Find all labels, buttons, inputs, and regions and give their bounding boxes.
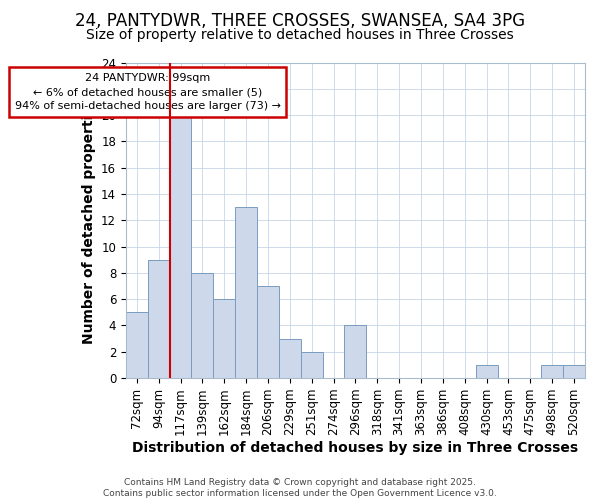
Bar	[563, 365, 585, 378]
Text: Contains HM Land Registry data © Crown copyright and database right 2025.
Contai: Contains HM Land Registry data © Crown c…	[103, 478, 497, 498]
X-axis label: Distribution of detached houses by size in Three Crosses: Distribution of detached houses by size …	[133, 441, 578, 455]
Bar	[301, 352, 323, 378]
Bar	[126, 312, 148, 378]
Bar	[257, 286, 279, 378]
Bar	[279, 338, 301, 378]
Bar	[170, 115, 191, 378]
Bar	[148, 260, 170, 378]
Bar	[191, 273, 214, 378]
Bar	[344, 326, 367, 378]
Text: 24, PANTYDWR, THREE CROSSES, SWANSEA, SA4 3PG: 24, PANTYDWR, THREE CROSSES, SWANSEA, SA…	[75, 12, 525, 30]
Bar	[476, 365, 497, 378]
Bar	[541, 365, 563, 378]
Y-axis label: Number of detached properties: Number of detached properties	[82, 97, 95, 344]
Bar	[235, 207, 257, 378]
Text: 24 PANTYDWR: 99sqm
← 6% of detached houses are smaller (5)
94% of semi-detached : 24 PANTYDWR: 99sqm ← 6% of detached hous…	[15, 73, 281, 111]
Bar	[214, 299, 235, 378]
Text: Size of property relative to detached houses in Three Crosses: Size of property relative to detached ho…	[86, 28, 514, 42]
